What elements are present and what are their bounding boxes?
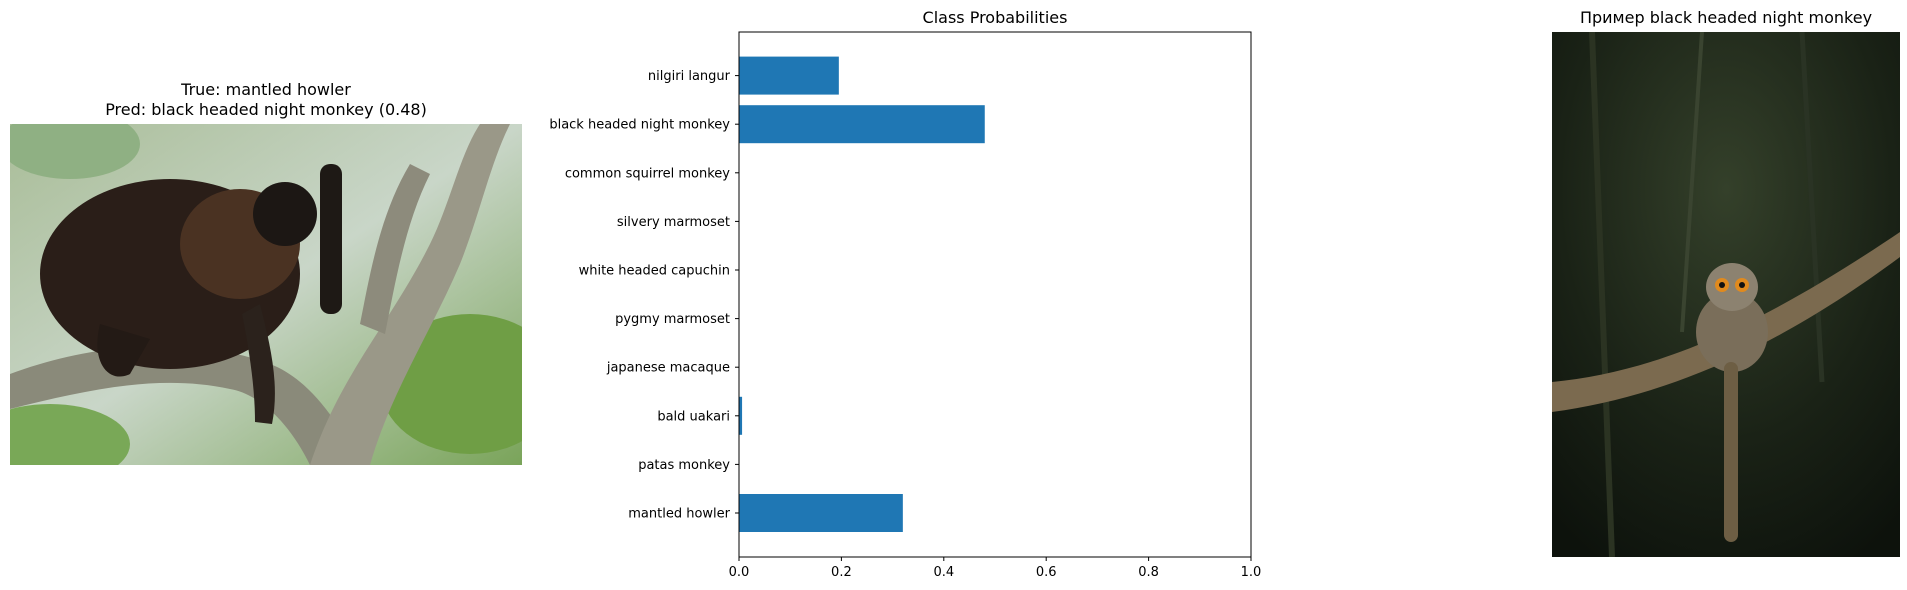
example-image-title: Пример black headed night monkey <box>1579 8 1873 27</box>
example-night-monkey-photo <box>1552 32 1900 557</box>
x-tick-label: 0.6 <box>1036 565 1057 580</box>
y-tick-label: bald uakari <box>657 409 730 424</box>
x-tick-label: 0.8 <box>1138 565 1159 580</box>
y-tick-label: silvery marmoset <box>617 215 730 230</box>
true-label: True: mantled howler <box>181 80 351 99</box>
bar-nilgiri-langur <box>739 56 839 95</box>
pred-label: Pred: black headed night monkey (0.48) <box>105 100 427 119</box>
y-tick-label: white headed capuchin <box>579 264 730 279</box>
y-tick-label: common squirrel monkey <box>565 166 730 181</box>
y-tick-label: japanese macaque <box>606 361 730 376</box>
y-tick-label: black headed night monkey <box>549 118 730 133</box>
x-tick-label: 0.2 <box>831 565 852 580</box>
left-image-title: True: mantled howler Pred: black headed … <box>10 80 522 120</box>
bar-mantled-howler <box>739 494 903 532</box>
chart-title: Class Probabilities <box>923 8 1068 27</box>
y-tick-label: mantled howler <box>628 507 730 522</box>
x-tick-label: 0.0 <box>729 565 750 580</box>
x-tick-label: 0.4 <box>933 565 954 580</box>
y-tick-label: patas monkey <box>638 458 730 473</box>
x-tick-label: 1.0 <box>1241 565 1262 580</box>
bar-black-headed-night-monkey <box>739 105 985 144</box>
bar-bald-uakari <box>739 396 743 435</box>
y-tick-label: nilgiri langur <box>648 69 731 84</box>
y-tick-label: pygmy marmoset <box>615 312 730 327</box>
input-monkey-photo <box>10 124 522 465</box>
axes-frame <box>738 31 1252 558</box>
